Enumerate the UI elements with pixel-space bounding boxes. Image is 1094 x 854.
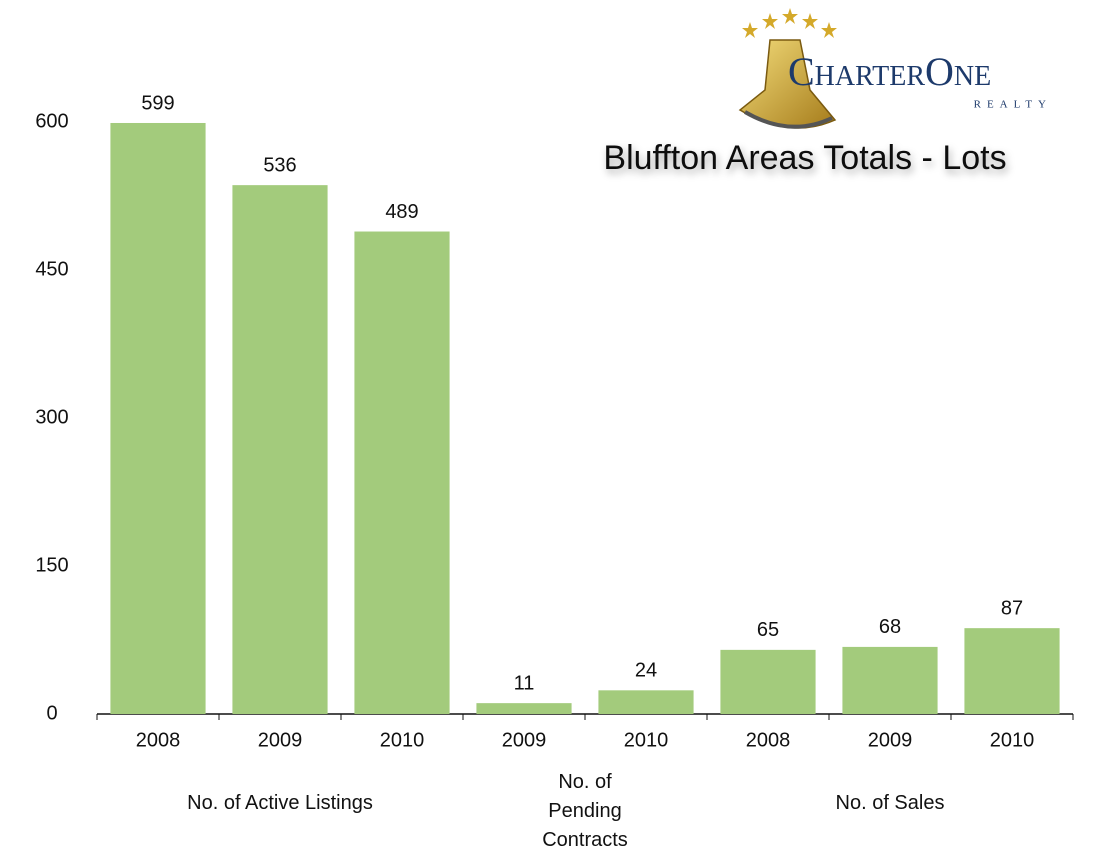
y-tick-label: 300: [35, 406, 68, 428]
bar: [842, 646, 938, 714]
bar: [476, 703, 572, 714]
y-tick-label: 600: [35, 110, 68, 132]
chart-title: Bluffton Areas Totals - Lots: [603, 139, 1006, 177]
y-tick-label: 150: [35, 554, 68, 576]
data-label: 65: [757, 619, 779, 641]
group-label: No. of Sales: [835, 792, 945, 814]
logo-sub: REALTY: [974, 99, 1052, 111]
x-tick-label: 2010: [380, 729, 425, 751]
data-label: 68: [879, 616, 901, 638]
y-tick-label: 450: [35, 258, 68, 280]
bar: [598, 690, 694, 714]
data-label: 536: [263, 154, 296, 176]
group-label: No. of Pending Contracts: [542, 771, 628, 851]
x-tick-label: 2009: [868, 729, 913, 751]
logo-icon: [738, 8, 837, 129]
x-tick-label: 2008: [746, 729, 791, 751]
data-label: 489: [385, 201, 418, 223]
data-label: 87: [1001, 597, 1023, 619]
x-tick-label: 2010: [624, 729, 669, 751]
x-tick-label: 2010: [990, 729, 1035, 751]
x-tick-label: 2008: [136, 729, 181, 751]
x-tick-label: 2009: [502, 729, 547, 751]
x-tick-label: 2009: [258, 729, 303, 751]
data-label: 599: [141, 92, 174, 114]
bar: [720, 649, 816, 714]
logo-name: CharterOne: [788, 49, 991, 94]
bar: [964, 628, 1060, 714]
y-tick-label: 0: [46, 702, 57, 724]
bar: [354, 231, 450, 714]
group-label: No. of Active Listings: [187, 792, 373, 814]
bar: [110, 122, 206, 714]
data-label: 11: [514, 672, 535, 694]
bar: [232, 185, 328, 714]
data-label: 24: [635, 660, 657, 682]
